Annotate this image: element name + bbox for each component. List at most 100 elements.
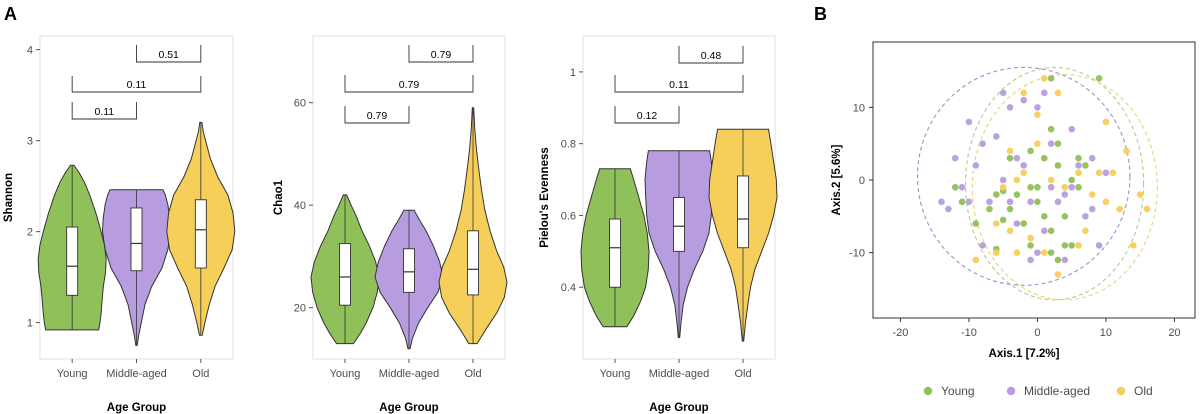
point-young bbox=[999, 216, 1007, 224]
point-middle-aged bbox=[1020, 162, 1028, 169]
x-tick-label-old: Old bbox=[464, 368, 481, 380]
box-young bbox=[66, 226, 79, 296]
x-tick-label-young: Young bbox=[330, 368, 361, 380]
x-axis-title: Age Group bbox=[379, 402, 438, 414]
y-tick-label: 4 bbox=[27, 45, 33, 57]
point-middle-aged bbox=[1061, 256, 1069, 264]
point-middle-aged bbox=[965, 198, 973, 206]
confidence-ellipse-old bbox=[971, 74, 1158, 301]
point-old bbox=[1143, 205, 1151, 213]
comparison-bracket-young-old bbox=[344, 75, 474, 93]
point-young bbox=[1061, 242, 1069, 249]
point-old bbox=[1061, 183, 1069, 191]
point-old bbox=[1013, 176, 1021, 184]
point-young bbox=[1047, 249, 1055, 256]
point-middle-aged bbox=[1006, 104, 1014, 111]
y-tick-label: 3 bbox=[27, 136, 33, 148]
point-young bbox=[1027, 183, 1034, 191]
legend-marker-young bbox=[923, 386, 933, 396]
point-old bbox=[1006, 147, 1014, 155]
comparison-bracket-young-middle-aged bbox=[344, 106, 410, 124]
y-tick-label: 0.6 bbox=[561, 210, 576, 222]
y-tick-label: 20 bbox=[294, 303, 306, 315]
point-young bbox=[958, 198, 966, 206]
point-old bbox=[1054, 271, 1062, 278]
point-young bbox=[1054, 140, 1062, 147]
box-old bbox=[194, 199, 207, 269]
point-young bbox=[1027, 147, 1034, 155]
y-tick-label: 0 bbox=[859, 175, 865, 187]
evenness-violin-chart: 0.4 0.6 0.8 1 Young Middle-aged Old 0.12 0.11 0.4… bbox=[539, 35, 778, 414]
point-old bbox=[1130, 242, 1137, 249]
point-young bbox=[1068, 176, 1075, 184]
y-tick-label: 0.4 bbox=[561, 282, 576, 294]
x-tick-label-old: Old bbox=[192, 368, 209, 380]
comparison-bracket-young-middle-aged bbox=[614, 106, 680, 124]
x-tick-label: 0 bbox=[1034, 327, 1040, 339]
point-middle-aged bbox=[993, 133, 1000, 140]
point-old bbox=[1123, 147, 1130, 155]
x-tick-label-old: Old bbox=[734, 368, 751, 380]
legend-label-young: Young bbox=[941, 384, 975, 398]
point-middle-aged bbox=[979, 140, 986, 147]
point-old bbox=[1102, 198, 1110, 206]
point-young bbox=[1061, 213, 1069, 220]
box-young bbox=[609, 218, 621, 288]
point-young bbox=[1027, 242, 1034, 249]
point-middle-aged bbox=[1006, 198, 1014, 206]
point-old bbox=[1013, 249, 1021, 256]
comparison-bracket-young-old bbox=[71, 76, 202, 93]
point-old bbox=[1054, 89, 1062, 97]
point-middle-aged bbox=[1047, 140, 1055, 147]
comparison-bracket-middle-aged-old bbox=[678, 46, 744, 64]
point-middle-aged bbox=[1068, 125, 1075, 133]
x-tick-label-middle-aged: Middle-aged bbox=[379, 368, 440, 380]
point-young bbox=[1020, 220, 1028, 227]
point-old bbox=[993, 220, 1000, 227]
box-middle-aged bbox=[673, 197, 685, 252]
y-tick-label: 1 bbox=[570, 67, 576, 79]
point-young bbox=[1006, 205, 1014, 213]
comparison-p-value: 0.12 bbox=[637, 110, 658, 122]
point-old bbox=[1034, 140, 1041, 147]
point-middle-aged bbox=[1013, 154, 1021, 162]
point-old bbox=[1136, 191, 1144, 198]
shannon-violin-chart: 1 2 3 4 Young Middle-aged Old 0.11 0.11 0.51 Age G… bbox=[3, 35, 236, 414]
point-young bbox=[1040, 154, 1048, 162]
x-tick-label: 20 bbox=[1168, 327, 1180, 339]
point-middle-aged bbox=[1047, 183, 1055, 191]
point-middle-aged bbox=[1034, 104, 1041, 111]
point-young bbox=[1095, 75, 1103, 82]
y-tick-label: 2 bbox=[27, 227, 33, 239]
x-tick-label-middle-aged: Middle-aged bbox=[649, 368, 710, 380]
point-young bbox=[1075, 183, 1082, 191]
point-old bbox=[1040, 75, 1048, 82]
point-middle-aged bbox=[1027, 198, 1034, 206]
point-middle-aged bbox=[972, 162, 980, 169]
point-young bbox=[1054, 162, 1062, 169]
comparison-bracket-young-old bbox=[614, 75, 744, 93]
point-middle-aged bbox=[1020, 96, 1028, 104]
comparison-p-value: 0.11 bbox=[669, 79, 689, 91]
x-axis-title: Age Group bbox=[649, 402, 708, 414]
point-middle-aged bbox=[1068, 183, 1075, 191]
point-middle-aged bbox=[1054, 198, 1062, 206]
point-middle-aged bbox=[1040, 89, 1048, 97]
point-old bbox=[1020, 89, 1028, 97]
point-young bbox=[1047, 125, 1055, 133]
panel-label-a: A bbox=[4, 4, 17, 24]
point-old bbox=[1027, 234, 1034, 242]
comparison-bracket-young-middle-aged bbox=[71, 102, 137, 120]
x-tick-label-middle-aged: Middle-aged bbox=[106, 368, 167, 380]
point-old bbox=[1047, 176, 1055, 184]
point-young bbox=[1047, 75, 1055, 82]
box-old bbox=[737, 175, 749, 249]
point-old bbox=[993, 249, 1000, 256]
point-old bbox=[1116, 205, 1123, 213]
point-middle-aged bbox=[1095, 242, 1103, 249]
x-tick-label: -20 bbox=[892, 327, 908, 339]
comparison-p-value: 0.11 bbox=[94, 106, 114, 118]
point-young bbox=[1006, 154, 1014, 162]
comparison-p-value: 0.11 bbox=[127, 79, 147, 91]
x-tick-label: 10 bbox=[1100, 327, 1112, 339]
